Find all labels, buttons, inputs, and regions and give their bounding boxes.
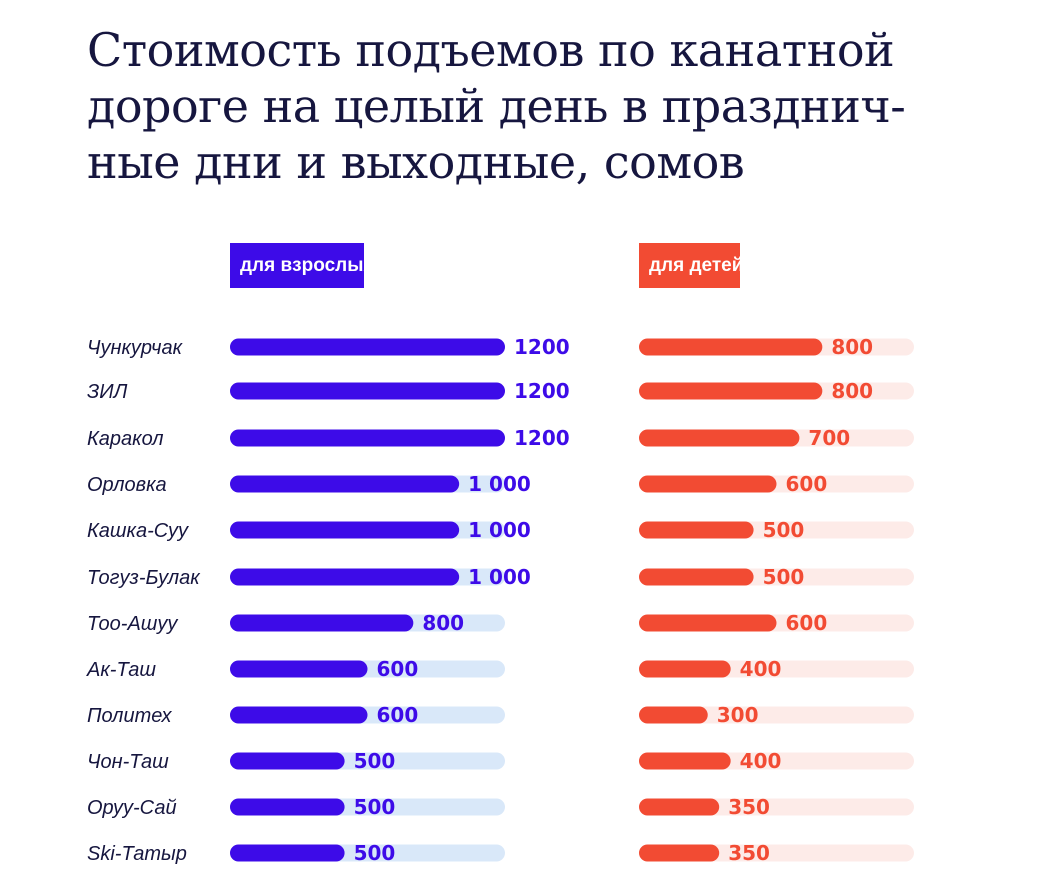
chart-title: Стоимость подъемов по канатной дороге на… [87,22,987,190]
adult-bar [230,614,414,632]
kid-bar [639,475,777,493]
adult-value-label: 1 000 [468,565,531,589]
kid-bar [639,798,720,816]
adult-bar [230,382,505,400]
adult-value-label: 500 [354,795,396,819]
kid-bar-track [639,706,914,724]
category-label: Чон-Таш [87,751,169,773]
kid-value-label: 600 [786,472,828,496]
legend-kids: для детей [639,243,743,288]
adult-bar [230,475,460,493]
adult-bar [230,568,460,586]
kid-value-label: 350 [728,795,770,819]
kid-value-label: 350 [728,841,770,865]
category-label: Оруу-Сай [87,797,177,819]
category-label: Чункурчак [87,337,184,359]
adult-value-label: 600 [377,657,419,681]
kid-bar [639,660,731,678]
kid-value-label: 500 [763,518,805,542]
adult-value-label: 1 000 [468,472,531,496]
adult-bar [230,429,505,447]
adult-bar [230,521,460,539]
adult-bar [230,752,345,770]
kid-value-label: 400 [740,749,782,773]
kid-bar [639,338,823,356]
adult-value-label: 500 [354,749,396,773]
kid-value-label: 700 [808,426,850,450]
kid-value-label: 800 [831,379,873,403]
category-label: Тогуз-Булак [87,567,201,589]
adult-value-label: 1 000 [468,518,531,542]
category-label: Политех [87,705,172,727]
adult-bar [230,338,505,356]
adult-value-label: 1200 [514,335,570,359]
kid-bar [639,844,720,862]
kid-value-label: 300 [717,703,759,727]
kid-bar [639,521,754,539]
kid-bar [639,429,800,447]
chart-title-line-2: дороге на целый день в празднич- [87,79,906,133]
adult-value-label: 500 [354,841,396,865]
adult-bar [230,660,368,678]
adult-bar [230,798,345,816]
chart-title-line-1: Стоимость подъемов по канатной [87,23,895,77]
kid-bar [639,568,754,586]
kid-bar [639,614,777,632]
category-label: Тоо-Ашуу [87,613,178,635]
kid-value-label: 800 [831,335,873,359]
adult-value-label: 800 [422,611,464,635]
category-label: Ак-Таш [86,659,156,681]
kid-bar [639,752,731,770]
kid-value-label: 600 [786,611,828,635]
category-label: Кашка-Суу [87,520,189,542]
adult-bar [230,706,368,724]
kid-value-label: 500 [763,565,805,589]
kid-bar [639,706,708,724]
legend-adults: для взрослых [230,243,374,288]
adult-value-label: 1200 [514,426,570,450]
category-label: Орловка [87,474,167,496]
chart-title-line-3: ные дни и выходные, сомов [87,135,745,189]
adult-bar [230,844,345,862]
kid-bar [639,382,823,400]
category-label: ЗИЛ [87,381,128,403]
category-label: Каракол [87,428,164,450]
adult-value-label: 600 [377,703,419,727]
adult-value-label: 1200 [514,379,570,403]
kid-value-label: 400 [740,657,782,681]
category-label: Ski-Татыр [87,843,187,865]
